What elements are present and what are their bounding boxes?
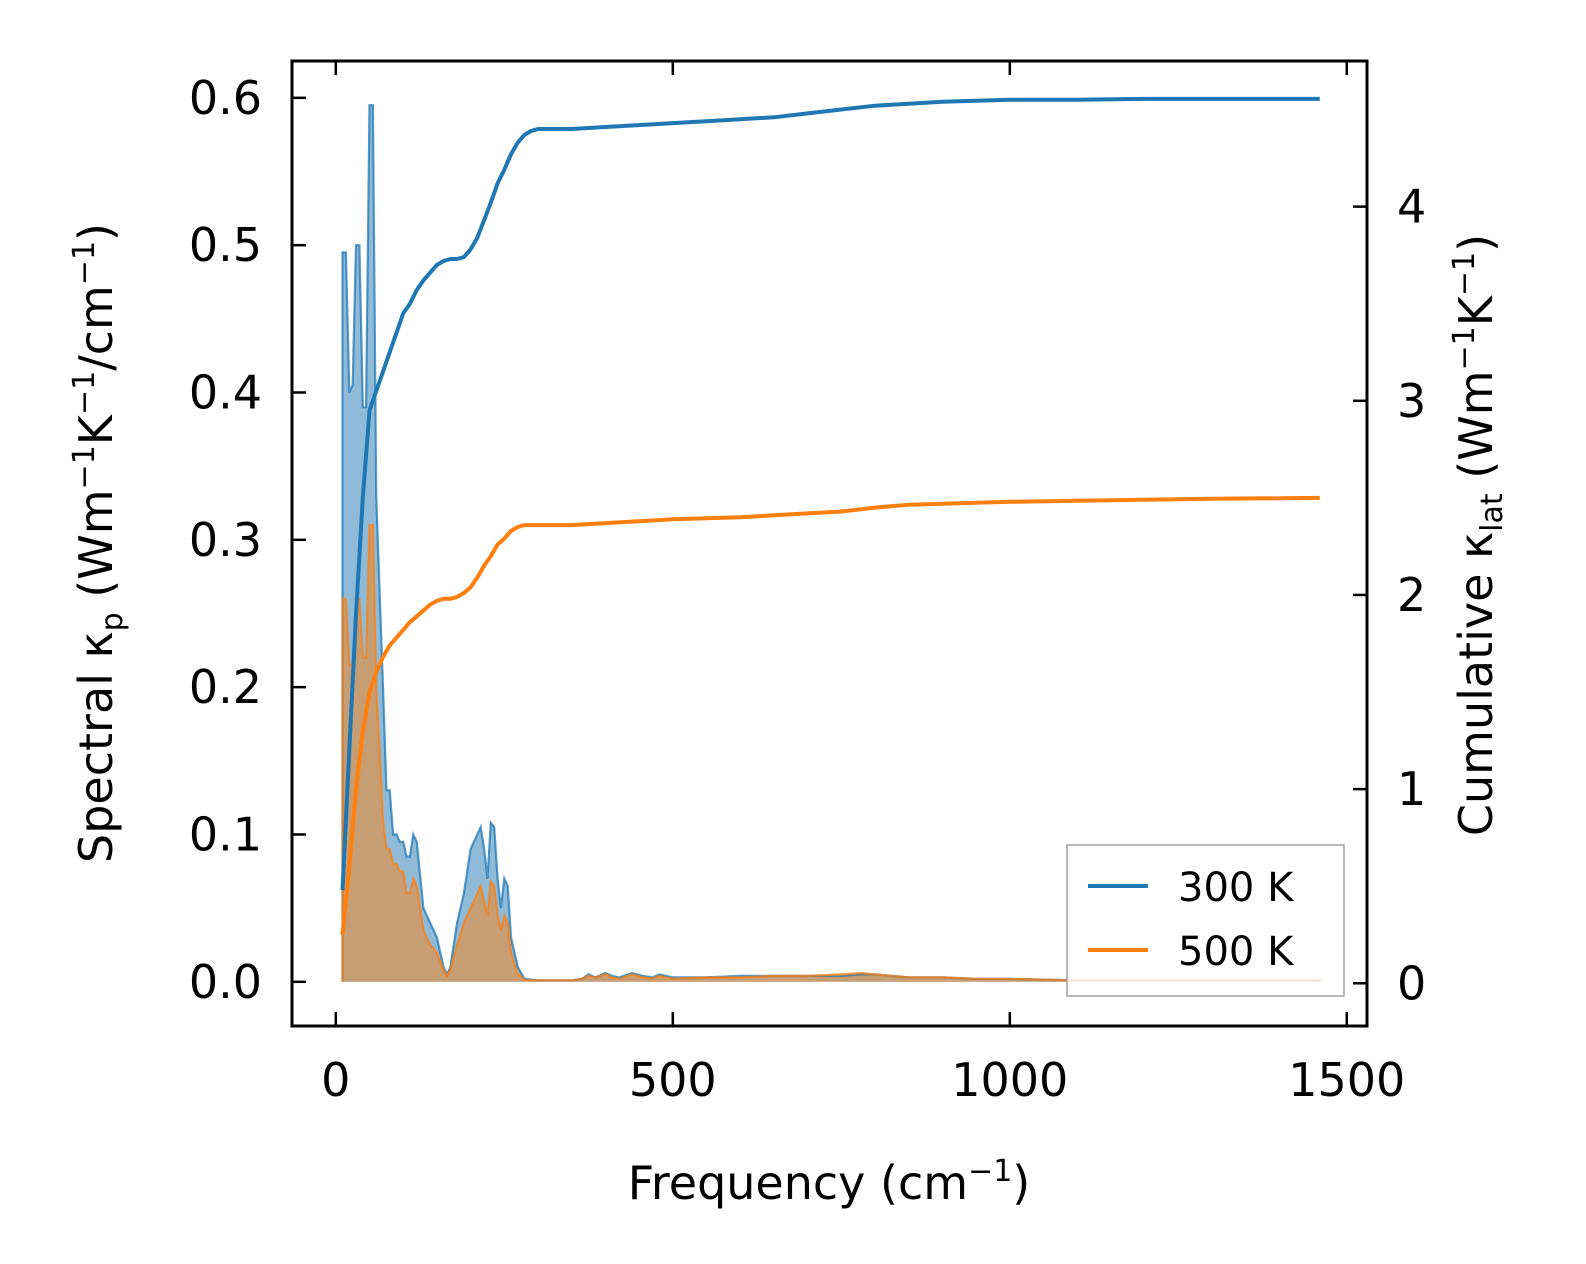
x-axis-label-sup: −1 — [968, 1154, 1012, 1189]
y-left-label-c: K — [69, 413, 123, 445]
y-left-label-sup2: −1 — [67, 371, 102, 415]
x-tick-label: 1500 — [1288, 1053, 1405, 1107]
y-left-axis-ticks: 0.0 0.1 0.2 0.3 0.4 0.5 0.6 — [189, 71, 306, 1009]
y-left-label-sup3: −1 — [67, 241, 102, 285]
y-right-label-a: Cumulative κ — [1449, 532, 1503, 836]
y-right-label-b: (Wm — [1449, 370, 1503, 493]
cumulative-line-500k — [340, 495, 1320, 935]
y-right-tick-label: 3 — [1397, 374, 1426, 428]
y-left-tick-label: 0.0 — [189, 955, 262, 1009]
y-right-tick-label: 0 — [1397, 956, 1426, 1010]
y-right-label-sup1: −1 — [1447, 326, 1482, 370]
y-left-tick-label: 0.1 — [189, 807, 262, 861]
legend-label-300k: 300 K — [1178, 865, 1295, 911]
y-right-tick-label: 1 — [1397, 762, 1426, 816]
y-left-tick-label: 0.6 — [189, 71, 262, 125]
cumulative-line-300k — [340, 96, 1320, 891]
y-left-label-sup1: −1 — [67, 445, 102, 489]
x-axis-ticks: 0 500 1000 1500 — [321, 61, 1405, 1107]
x-tick-label: 1000 — [951, 1053, 1068, 1107]
y-left-label-sub: p — [95, 612, 130, 631]
y-right-label-sub: lat — [1475, 493, 1510, 532]
y-left-label-b: (Wm — [69, 489, 123, 612]
y-left-tick-label: 0.5 — [189, 218, 262, 272]
y-right-axis-label: Cumulative κlat (Wm−1K−1) — [1447, 234, 1510, 836]
y-left-tick-label: 0.2 — [189, 660, 262, 714]
y-right-tick-label: 2 — [1397, 568, 1426, 622]
legend-label-500k: 500 K — [1178, 929, 1295, 975]
y-right-label-c: K — [1449, 294, 1503, 326]
cumulative-line-layer — [340, 96, 1320, 935]
y-left-label-e: ) — [69, 223, 123, 241]
y-left-tick-label: 0.4 — [189, 365, 262, 419]
y-right-label-d: ) — [1449, 234, 1503, 252]
y-right-label-sup2: −1 — [1447, 252, 1482, 296]
y-left-axis-label: Spectral κp (Wm−1K−1/cm−1) — [67, 223, 130, 863]
x-axis-label-main: Frequency (cm — [628, 1156, 968, 1210]
y-left-label-a: Spectral κ — [69, 631, 123, 863]
y-right-axis-ticks: 0 1 2 3 4 — [1353, 180, 1426, 1010]
spectral-line-layer — [341, 104, 1321, 982]
x-tick-label: 0 — [321, 1053, 350, 1107]
x-tick-label: 500 — [629, 1053, 717, 1107]
plot-frame — [290, 59, 1369, 1028]
y-right-tick-label: 4 — [1397, 180, 1426, 234]
y-left-label-d: /cm — [69, 285, 123, 371]
x-axis-label-end: ) — [1012, 1156, 1030, 1210]
x-axis-label: Frequency (cm−1) — [628, 1154, 1031, 1210]
y-left-tick-label: 0.3 — [189, 513, 262, 567]
spectral-line-500k — [341, 524, 1321, 982]
legend: 300 K 500 K — [1066, 844, 1345, 997]
legend-box — [1066, 844, 1345, 997]
